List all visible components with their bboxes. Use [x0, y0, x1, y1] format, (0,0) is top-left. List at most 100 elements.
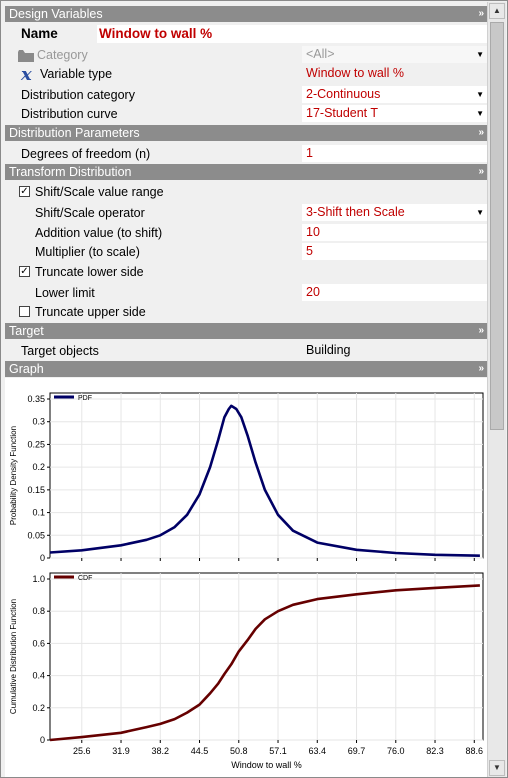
- x-tick-label: 69.7: [348, 746, 366, 756]
- category-label: Category: [37, 48, 88, 62]
- scroll-up-arrow-icon[interactable]: ▲: [489, 3, 505, 19]
- plot-frame: [49, 572, 484, 741]
- distribution-category-select[interactable]: 2-Continuous ▼: [302, 86, 488, 103]
- x-tick-label: 88.6: [466, 746, 484, 756]
- section-header-distribution-parameters[interactable]: Distribution Parameters »: [5, 125, 488, 141]
- shift-scale-operator-value: 3-Shift then Scale: [306, 205, 405, 219]
- y-tick-label: 0: [40, 553, 45, 563]
- name-label: Name: [21, 26, 58, 41]
- graph-area: 0 0.05 0.1 0.15 0.2 0.25 0.3 0.35 PDF Probability…: [5, 378, 488, 777]
- legend-label: CDF: [78, 575, 92, 582]
- addition-value-label: Addition value (to shift): [35, 226, 163, 240]
- addition-value-row: Addition value (to shift) 10: [5, 223, 488, 243]
- pdf-chart: 0 0.05 0.1 0.15 0.2 0.25 0.3 0.35 PDF Probability…: [9, 392, 484, 563]
- collapse-chevron-icon[interactable]: »: [478, 8, 484, 19]
- section-title: Transform Distribution: [9, 165, 132, 179]
- target-objects-row: Target objects Building: [5, 341, 488, 361]
- dropdown-arrow-icon[interactable]: ▼: [476, 90, 484, 99]
- pdf-series-line: [49, 404, 480, 557]
- x-tick-label: 57.1: [269, 746, 287, 756]
- truncate-upper-label: Truncate upper side: [35, 305, 146, 319]
- scrollbar-thumb[interactable]: [490, 22, 504, 430]
- y-tick-label: 0.6: [32, 638, 45, 648]
- y-tick-label: 0.8: [32, 606, 45, 616]
- truncate-upper-row: Truncate upper side: [5, 302, 488, 322]
- legend-label: PDF: [78, 395, 92, 402]
- y-tick-label: 0.2: [32, 462, 45, 472]
- category-value: <All>: [306, 47, 335, 61]
- x-variable-icon: x: [21, 64, 32, 85]
- truncate-upper-checkbox[interactable]: [19, 306, 30, 317]
- x-tick-label: 44.5: [191, 746, 209, 756]
- y-tick-label: 0.2: [32, 703, 45, 713]
- y-tick-label: 0.15: [27, 485, 45, 495]
- cdf-chart: 0 0.2 0.4 0.6 0.8 1.0 CDF Cumulative Distributi…: [9, 572, 484, 745]
- degrees-of-freedom-label: Degrees of freedom (n): [21, 147, 151, 161]
- shift-scale-operator-select[interactable]: 3-Shift then Scale ▼: [302, 204, 488, 221]
- section-header-design-variables[interactable]: Design Variables »: [5, 6, 488, 22]
- distribution-curve-label: Distribution curve: [21, 107, 118, 121]
- section-header-graph[interactable]: Graph »: [5, 361, 488, 377]
- multiplier-input[interactable]: 5: [302, 243, 488, 260]
- lower-limit-label: Lower limit: [35, 286, 95, 300]
- distribution-category-row: Distribution category 2-Continuous ▼: [5, 85, 488, 105]
- y-tick-label: 0.35: [27, 394, 45, 404]
- collapse-chevron-icon[interactable]: »: [478, 325, 484, 336]
- target-objects-value[interactable]: Building: [306, 343, 351, 357]
- y-tick-label: 0.3: [32, 417, 45, 427]
- variable-type-label: Variable type: [40, 67, 113, 81]
- section-title: Target: [9, 324, 44, 338]
- y-tick-label: 0.4: [32, 671, 45, 681]
- name-input[interactable]: Window to wall %: [97, 25, 488, 43]
- x-tick-label: 31.9: [112, 746, 130, 756]
- cdf-series-line: [49, 584, 480, 742]
- truncate-lower-checkbox[interactable]: ✓: [19, 266, 30, 277]
- section-title: Graph: [9, 362, 44, 376]
- degrees-of-freedom-input[interactable]: 1: [302, 145, 488, 162]
- collapse-chevron-icon[interactable]: »: [478, 166, 484, 177]
- distribution-curve-select[interactable]: 17-Student T ▼: [302, 105, 488, 122]
- lower-limit-row: Lower limit 20: [5, 283, 488, 303]
- property-grid: Design Variables » Name Window to wall %…: [2, 1, 488, 777]
- multiplier-row: Multiplier (to scale) 5: [5, 242, 488, 262]
- collapse-chevron-icon[interactable]: »: [478, 127, 484, 138]
- distribution-charts: 0 0.05 0.1 0.15 0.2 0.25 0.3 0.35 PDF Probability…: [9, 392, 484, 770]
- addition-value-input[interactable]: 10: [302, 224, 488, 241]
- y-axis-label: Cumulative Distribution Function: [9, 599, 18, 714]
- distribution-category-label: Distribution category: [21, 88, 135, 102]
- dropdown-arrow-icon[interactable]: ▼: [476, 109, 484, 118]
- y-tick-label: 1.0: [32, 574, 45, 584]
- x-tick-label: 38.2: [152, 746, 170, 756]
- shift-scale-range-checkbox[interactable]: ✓: [19, 186, 30, 197]
- shift-scale-range-row: ✓ Shift/Scale value range: [5, 182, 488, 202]
- x-tick-label: 50.8: [230, 746, 248, 756]
- section-header-target[interactable]: Target »: [5, 323, 488, 339]
- section-header-transform-distribution[interactable]: Transform Distribution »: [5, 164, 488, 180]
- variable-type-value: Window to wall %: [306, 66, 404, 80]
- shift-scale-operator-row: Shift/Scale operator 3-Shift then Scale …: [5, 203, 488, 223]
- y-tick-label: 0.25: [27, 439, 45, 449]
- truncate-lower-row: ✓ Truncate lower side: [5, 262, 488, 282]
- shift-scale-operator-label: Shift/Scale operator: [35, 206, 145, 220]
- y-axis-label: Probability Density Function: [9, 426, 18, 525]
- distribution-curve-row: Distribution curve 17-Student T ▼: [5, 104, 488, 124]
- lower-limit-input[interactable]: 20: [302, 284, 488, 301]
- name-row: Name Window to wall %: [5, 24, 488, 44]
- dropdown-arrow-icon[interactable]: ▼: [476, 208, 484, 217]
- folder-icon: [18, 50, 34, 62]
- scroll-down-arrow-icon[interactable]: ▼: [489, 760, 505, 776]
- variable-type-row: x Variable type Window to wall %: [5, 64, 488, 85]
- y-tick-label: 0.05: [27, 530, 45, 540]
- collapse-chevron-icon[interactable]: »: [478, 363, 484, 374]
- section-title: Design Variables: [9, 7, 103, 21]
- degrees-of-freedom-row: Degrees of freedom (n) 1: [5, 144, 488, 164]
- category-row: Category <All> ▼: [5, 45, 488, 65]
- x-axis-label: Window to wall %: [231, 760, 302, 770]
- distribution-curve-value: 17-Student T: [306, 106, 379, 120]
- multiplier-label: Multiplier (to scale): [35, 245, 140, 259]
- truncate-lower-label: Truncate lower side: [35, 265, 144, 279]
- plot-frame: [49, 392, 484, 559]
- x-tick-label: 76.0: [387, 746, 405, 756]
- vertical-scrollbar[interactable]: ▲ ▼: [487, 2, 506, 777]
